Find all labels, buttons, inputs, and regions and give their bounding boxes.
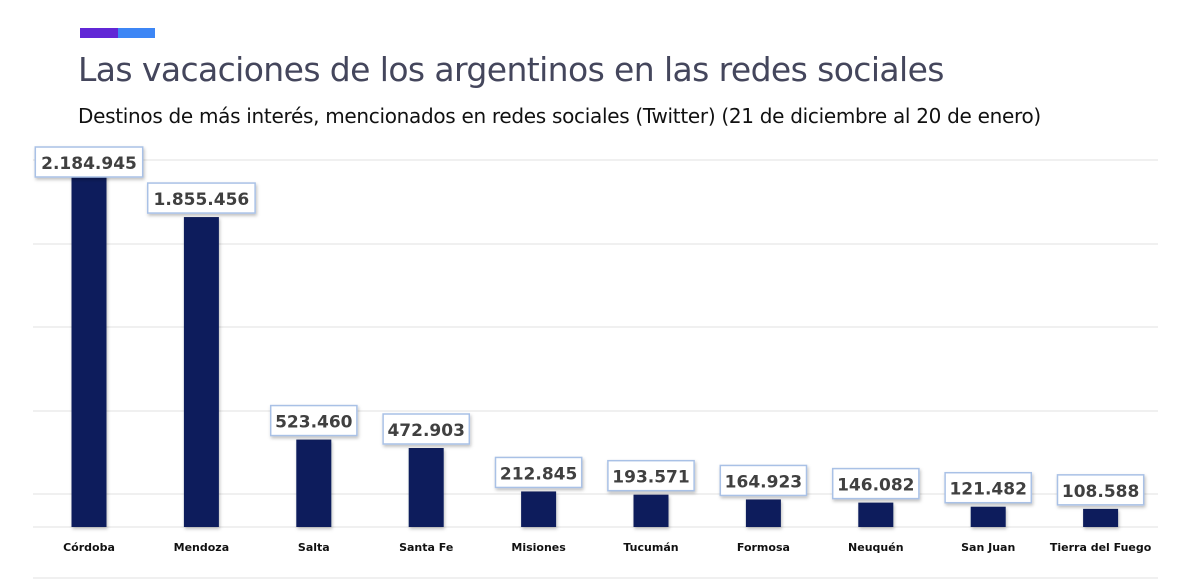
category-label: Mendoza: [174, 541, 230, 554]
data-label: 1.855.456: [154, 190, 250, 210]
data-label-box: [146, 182, 256, 214]
category-label: San Juan: [961, 541, 1015, 554]
data-label-box: [494, 456, 583, 489]
category-label: Córdoba: [63, 541, 115, 554]
category-label: Formosa: [737, 541, 790, 554]
data-label: 212.845: [500, 464, 577, 484]
bar: [745, 499, 781, 527]
data-label: 121.482: [949, 480, 1026, 500]
data-label-box: [269, 404, 358, 437]
data-label: 164.923: [725, 472, 802, 492]
bar: [521, 491, 557, 527]
category-label: Tierra del Fuego: [1050, 541, 1152, 554]
data-label-box: [1056, 474, 1145, 506]
accent-purple: [80, 28, 118, 38]
data-label: 2.184.945: [41, 154, 137, 174]
page-subtitle: Destinos de más interés, mencionados en …: [78, 104, 1041, 128]
data-label-box: [34, 146, 144, 178]
data-label-box: [831, 467, 920, 500]
category-label: Santa Fe: [399, 541, 453, 554]
category-label: Neuquén: [848, 541, 904, 554]
bar: [858, 502, 894, 527]
bar: [1083, 508, 1119, 527]
data-label: 472.903: [387, 421, 464, 441]
accent-blue: [118, 28, 155, 38]
category-label: Salta: [298, 541, 330, 554]
data-label: 523.460: [275, 413, 353, 433]
page-title: Las vacaciones de los argentinos en las …: [78, 50, 945, 89]
data-label-box: [382, 413, 471, 445]
bar: [296, 439, 332, 527]
category-label: Misiones: [511, 541, 566, 554]
accent-bar: [80, 28, 155, 38]
data-label: 146.082: [837, 476, 914, 496]
data-label-box: [719, 464, 808, 497]
data-label-box: [607, 459, 695, 492]
category-label: Tucumán: [623, 541, 678, 554]
data-label: 108.588: [1062, 482, 1139, 502]
bar: [183, 217, 219, 527]
bar: [408, 448, 444, 527]
bar: [970, 506, 1006, 527]
data-label: 193.571: [612, 468, 689, 488]
bar: [71, 162, 107, 527]
bar: [633, 494, 669, 527]
data-label-box: [944, 471, 1033, 504]
